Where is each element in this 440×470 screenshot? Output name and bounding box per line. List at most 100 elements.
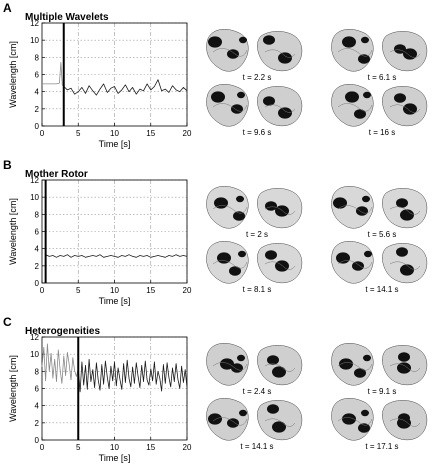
activation-blob xyxy=(398,352,410,362)
x-tick-label: 0 xyxy=(40,443,45,452)
contour-line xyxy=(212,362,248,371)
contour-line xyxy=(337,48,373,57)
y-axis-label: Wavelength [cm] xyxy=(8,355,18,422)
contour-line xyxy=(264,104,296,113)
series-line-0 xyxy=(41,343,79,384)
activation-blob xyxy=(239,36,247,44)
activation-blob xyxy=(267,355,279,365)
activation-blob xyxy=(396,198,408,208)
panel-letter: B xyxy=(3,158,12,172)
activation-blob xyxy=(364,250,372,258)
activation-blob xyxy=(275,205,289,217)
activation-blob xyxy=(354,109,366,119)
contour-line xyxy=(337,205,373,214)
snapshot-2: t = 9.1 s xyxy=(331,343,428,396)
contour-line xyxy=(389,49,421,58)
x-tick-label: 20 xyxy=(183,129,192,138)
contour-line xyxy=(264,261,296,270)
contour-line xyxy=(264,363,296,372)
activation-blob xyxy=(333,197,347,209)
y-tick-label: 0 xyxy=(35,436,40,445)
panel-b: B Mother Rotor 0 2 4 6 8 10 12 0 5 10 15 20 Time [s] Wa… xyxy=(3,158,428,306)
activation-blob xyxy=(342,413,356,425)
snapshot-4: t = 16 s xyxy=(331,84,428,137)
y-tick-label: 6 xyxy=(35,71,40,80)
activation-blob xyxy=(227,418,239,428)
activation-blob xyxy=(233,211,245,221)
snapshot-2: t = 5.6 s xyxy=(331,186,428,239)
y-tick-label: 12 xyxy=(30,19,39,28)
activation-blob xyxy=(275,260,289,272)
snapshot-1: t = 2 s xyxy=(206,186,303,239)
activation-blob xyxy=(278,52,292,64)
activation-blob xyxy=(238,250,246,258)
y-tick-label: 8 xyxy=(35,210,40,219)
atrium-left xyxy=(206,84,249,127)
x-tick-label: 15 xyxy=(146,443,155,452)
contour-line xyxy=(264,418,296,427)
activation-blob xyxy=(400,264,414,276)
snapshot-label: t = 2.4 s xyxy=(243,387,272,396)
panel-letter: C xyxy=(3,315,12,329)
panel-c: C Heterogeneities 0 2 4 6 8 10 12 0 5 10 15 20 Time [s… xyxy=(3,315,428,463)
panel-title: Heterogeneities xyxy=(25,326,100,337)
x-tick-label: 10 xyxy=(110,443,119,452)
x-tick-label: 15 xyxy=(146,129,155,138)
snapshot-label: t = 8.1 s xyxy=(243,285,272,294)
activation-blob xyxy=(265,250,277,260)
y-tick-label: 4 xyxy=(35,88,40,97)
y-tick-label: 2 xyxy=(35,262,40,271)
snapshot-label: t = 2 s xyxy=(246,230,268,239)
panel-a: A Multiple Wavelets 0 2 4 6 8 10 12 0 5 10 15 20 Time … xyxy=(3,1,428,149)
activation-blob xyxy=(278,107,292,119)
x-axis-label: Time [s] xyxy=(99,453,131,463)
atrium-left xyxy=(206,186,249,229)
atrium-left xyxy=(206,398,249,441)
activation-blob xyxy=(396,247,408,257)
atrium-right xyxy=(382,243,428,284)
atrium-right xyxy=(257,31,303,72)
y-tick-label: 0 xyxy=(35,279,40,288)
panel-title: Mother Rotor xyxy=(25,169,88,180)
x-tick-label: 5 xyxy=(76,129,81,138)
activation-blob xyxy=(208,36,222,48)
y-tick-label: 6 xyxy=(35,228,40,237)
y-tick-label: 12 xyxy=(30,176,39,185)
x-tick-label: 5 xyxy=(76,286,81,295)
y-tick-label: 10 xyxy=(30,193,39,202)
y-tick-label: 10 xyxy=(30,36,39,45)
snapshot-1: t = 2.2 s xyxy=(206,29,303,82)
series-line-1 xyxy=(77,358,188,393)
series-line-1 xyxy=(63,79,188,96)
series-line-0 xyxy=(42,62,65,87)
snapshot-label: t = 16 s xyxy=(369,128,395,137)
y-axis-label: Wavelength [cm] xyxy=(8,41,18,108)
snapshot-label: t = 9.6 s xyxy=(243,128,272,137)
snapshot-label: t = 9.1 s xyxy=(368,387,397,396)
snapshot-label: t = 14.1 s xyxy=(365,285,398,294)
activation-blob xyxy=(265,201,277,211)
panel-title: Multiple Wavelets xyxy=(25,12,109,23)
snapshot-3: t = 14.1 s xyxy=(206,398,303,451)
x-tick-label: 10 xyxy=(110,286,119,295)
y-tick-label: 4 xyxy=(35,402,40,411)
activation-blob xyxy=(237,91,245,99)
contour-line xyxy=(212,417,248,426)
activation-blob xyxy=(361,409,369,417)
x-axis-label: Time [s] xyxy=(99,139,131,149)
x-tick-label: 20 xyxy=(183,443,192,452)
x-tick-label: 15 xyxy=(146,286,155,295)
activation-blob xyxy=(354,368,366,378)
contour-line xyxy=(389,363,421,372)
activation-blob xyxy=(339,358,353,370)
y-tick-label: 0 xyxy=(35,122,40,131)
atrium-left xyxy=(206,29,249,72)
snapshot-4: t = 17.1 s xyxy=(331,398,428,451)
activation-blob xyxy=(237,354,245,362)
activation-blob xyxy=(272,366,286,378)
x-tick-label: 10 xyxy=(110,129,119,138)
atrium-left xyxy=(331,84,374,127)
activation-blob xyxy=(363,354,371,362)
activation-blob xyxy=(267,404,279,414)
